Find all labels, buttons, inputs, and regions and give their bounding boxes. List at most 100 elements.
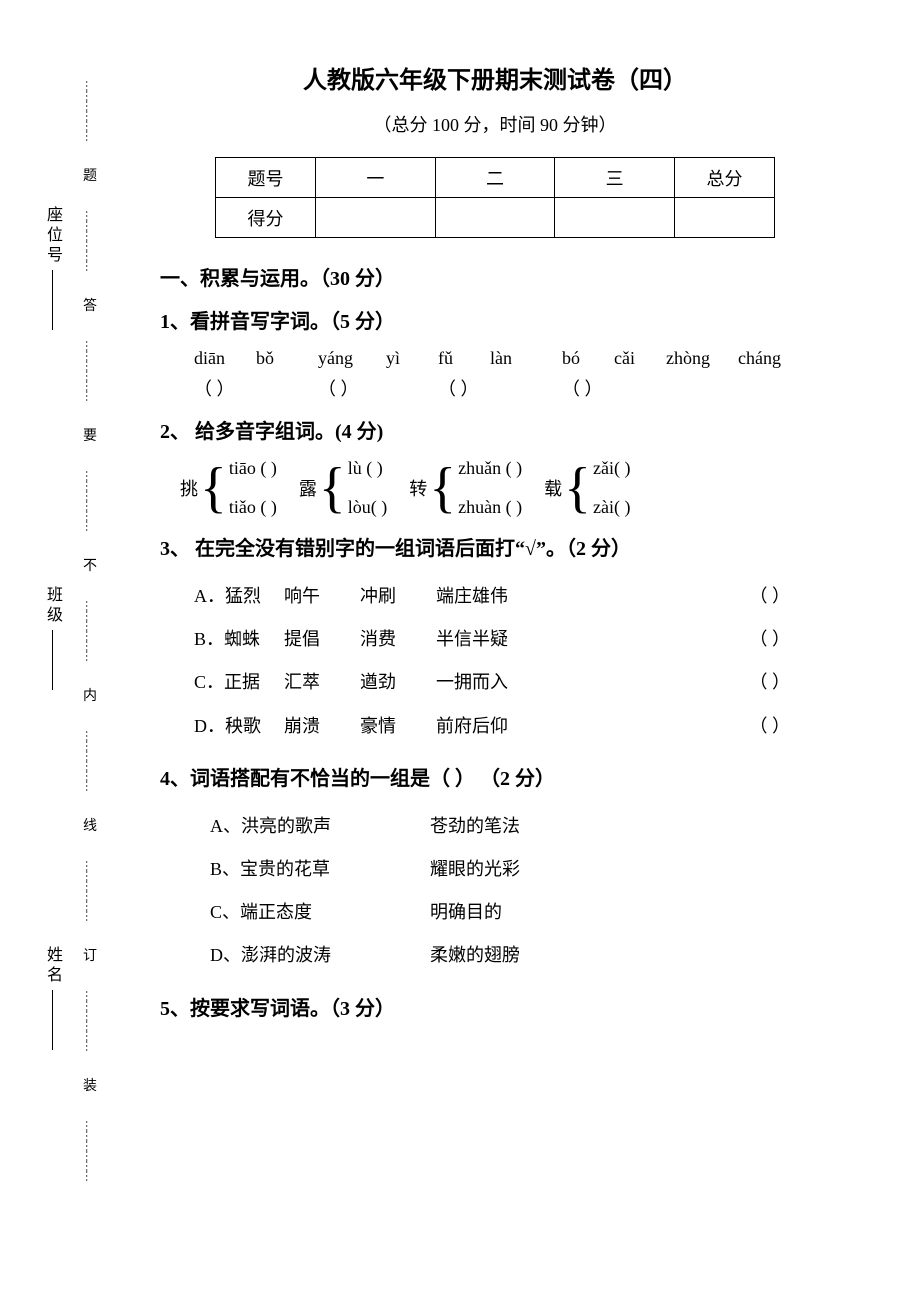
dots: ……………… <box>84 990 96 1050</box>
match-pair: 苍劲的笔法 <box>430 805 520 848</box>
ms-char: 转 <box>409 475 427 501</box>
page-subtitle: （总分 100 分，时间 90 分钟） <box>160 111 830 137</box>
opt-paren: （ ） <box>750 618 791 661</box>
match-row: D、澎湃的波涛 柔嫩的翅膀 <box>210 934 830 977</box>
opt-words: 提倡 消费 半信半疑 <box>284 618 750 661</box>
ms-char: 载 <box>544 475 562 501</box>
dot-char: 线 <box>83 815 97 835</box>
seat-text: 座位号 <box>44 206 61 266</box>
dot-char: 订 <box>83 945 97 965</box>
pinyin: bǒ <box>256 348 306 369</box>
side-margin: 座位号 班级 姓名 ……………… 题 ……………… 答 ……………… 要 ………… <box>40 80 110 1180</box>
name-text: 姓名 <box>44 946 61 986</box>
pinyin: cháng <box>738 348 781 369</box>
pinyin: làn <box>490 348 550 369</box>
ms-col: zhuǎn ( ) zhuàn ( ) <box>458 458 522 518</box>
dots: ……………… <box>84 730 96 790</box>
cell <box>555 198 675 238</box>
q3-heading: 3、 在完全没有错别字的一组词语后面打“√”。（2 分） <box>160 532 830 561</box>
opt-label: D．秧歌 <box>194 705 284 748</box>
word: 半信半疑 <box>436 618 508 661</box>
side-labels: 座位号 班级 姓名 <box>40 80 64 1180</box>
word: 豪情 <box>360 705 396 748</box>
match-pair: 耀眼的光彩 <box>430 848 520 891</box>
ms-group: 转 { zhuǎn ( ) zhuàn ( ) <box>409 458 522 518</box>
seat-label: 座位号 <box>40 206 64 334</box>
ms-col: zǎi( ) zài( ) <box>593 458 630 518</box>
th: 二 <box>435 158 555 198</box>
paren: （ ） <box>438 375 550 401</box>
multi-sound-row: 挑 { tiāo ( ) tiǎo ( ) 露 { lù ( ) lòu( ) … <box>180 458 830 518</box>
word: 崩溃 <box>284 705 320 748</box>
paren: （ ） <box>318 375 426 401</box>
brace-icon: { <box>200 466 227 511</box>
brace-icon: { <box>319 466 346 511</box>
q5-heading: 5、按要求写词语。（3 分） <box>160 992 830 1021</box>
dotted-line: ……………… 题 ……………… 答 ……………… 要 ……………… 不 …………… <box>78 80 102 1180</box>
dot-char: 内 <box>83 685 97 705</box>
opt-label: A．猛烈 <box>194 575 284 618</box>
th: 题号 <box>216 158 316 198</box>
opt-paren: （ ） <box>750 705 791 748</box>
opt-words: 响午 冲刷 端庄雄伟 <box>284 575 750 618</box>
table-row: 题号 一 二 三 总分 <box>216 158 775 198</box>
opt-label: B．蜘蛛 <box>194 618 284 661</box>
pinyin: diān <box>194 348 244 369</box>
q2-heading: 2、 给多音字组词。(4 分) <box>160 415 830 444</box>
word: 冲刷 <box>360 575 396 618</box>
match-label: A、洪亮的歌声 <box>210 805 390 848</box>
pinyin: zhòng <box>666 348 726 369</box>
opt-row: C．正据 汇萃 遒劲 一拥而入 （ ） <box>194 661 830 704</box>
match-row: B、宝贵的花草 耀眼的光彩 <box>210 848 830 891</box>
ms-group: 载 { zǎi( ) zài( ) <box>544 458 630 518</box>
reading: lòu( ) <box>348 497 388 518</box>
th: 三 <box>555 158 675 198</box>
opt-label: C．正据 <box>194 661 284 704</box>
word: 提倡 <box>284 618 320 661</box>
opt-paren: （ ） <box>750 661 791 704</box>
reading: zhuǎn ( ) <box>458 458 522 479</box>
match-label: C、端正态度 <box>210 891 390 934</box>
match-pair: 明确目的 <box>430 891 502 934</box>
match-row: A、洪亮的歌声 苍劲的笔法 <box>210 805 830 848</box>
dot-char: 答 <box>83 295 97 315</box>
table-row: 得分 <box>216 198 775 238</box>
ms-group: 露 { lù ( ) lòu( ) <box>299 458 387 518</box>
brace-icon: { <box>429 466 456 511</box>
pinyin: yì <box>386 348 426 369</box>
cell <box>675 198 775 238</box>
reading: lù ( ) <box>348 458 388 479</box>
ms-char: 露 <box>299 475 317 501</box>
underline <box>52 630 53 690</box>
class-text: 班级 <box>44 586 61 626</box>
reading: tiāo ( ) <box>229 458 277 479</box>
brace-icon: { <box>564 466 591 511</box>
paren: （ ） <box>562 375 603 401</box>
word: 消费 <box>360 618 396 661</box>
reading: tiǎo ( ) <box>229 497 277 518</box>
dots: ……………… <box>84 340 96 400</box>
ms-col: tiāo ( ) tiǎo ( ) <box>229 458 277 518</box>
match-pair: 柔嫩的翅膀 <box>430 934 520 977</box>
score-table: 题号 一 二 三 总分 得分 <box>215 157 775 238</box>
match-label: B、宝贵的花草 <box>210 848 390 891</box>
dots: ……………… <box>84 600 96 660</box>
opt-row: B．蜘蛛 提倡 消费 半信半疑 （ ） <box>194 618 830 661</box>
word: 前府后仰 <box>436 705 508 748</box>
cell <box>435 198 555 238</box>
opt-words: 崩溃 豪情 前府后仰 <box>284 705 750 748</box>
word: 一拥而入 <box>436 661 508 704</box>
dots: ……………… <box>84 470 96 530</box>
opt-words: 汇萃 遒劲 一拥而入 <box>284 661 750 704</box>
underline <box>52 270 53 330</box>
opt-row: A．猛烈 响午 冲刷 端庄雄伟 （ ） <box>194 575 830 618</box>
word: 端庄雄伟 <box>436 575 508 618</box>
word: 汇萃 <box>284 661 320 704</box>
q1-heading: 1、看拼音写字词。（5 分） <box>160 305 830 334</box>
row-label: 得分 <box>216 198 316 238</box>
ms-col: lù ( ) lòu( ) <box>348 458 388 518</box>
dot-char: 装 <box>83 1075 97 1095</box>
word: 响午 <box>284 575 320 618</box>
dot-char: 要 <box>83 425 97 445</box>
reading: zǎi( ) <box>593 458 630 479</box>
